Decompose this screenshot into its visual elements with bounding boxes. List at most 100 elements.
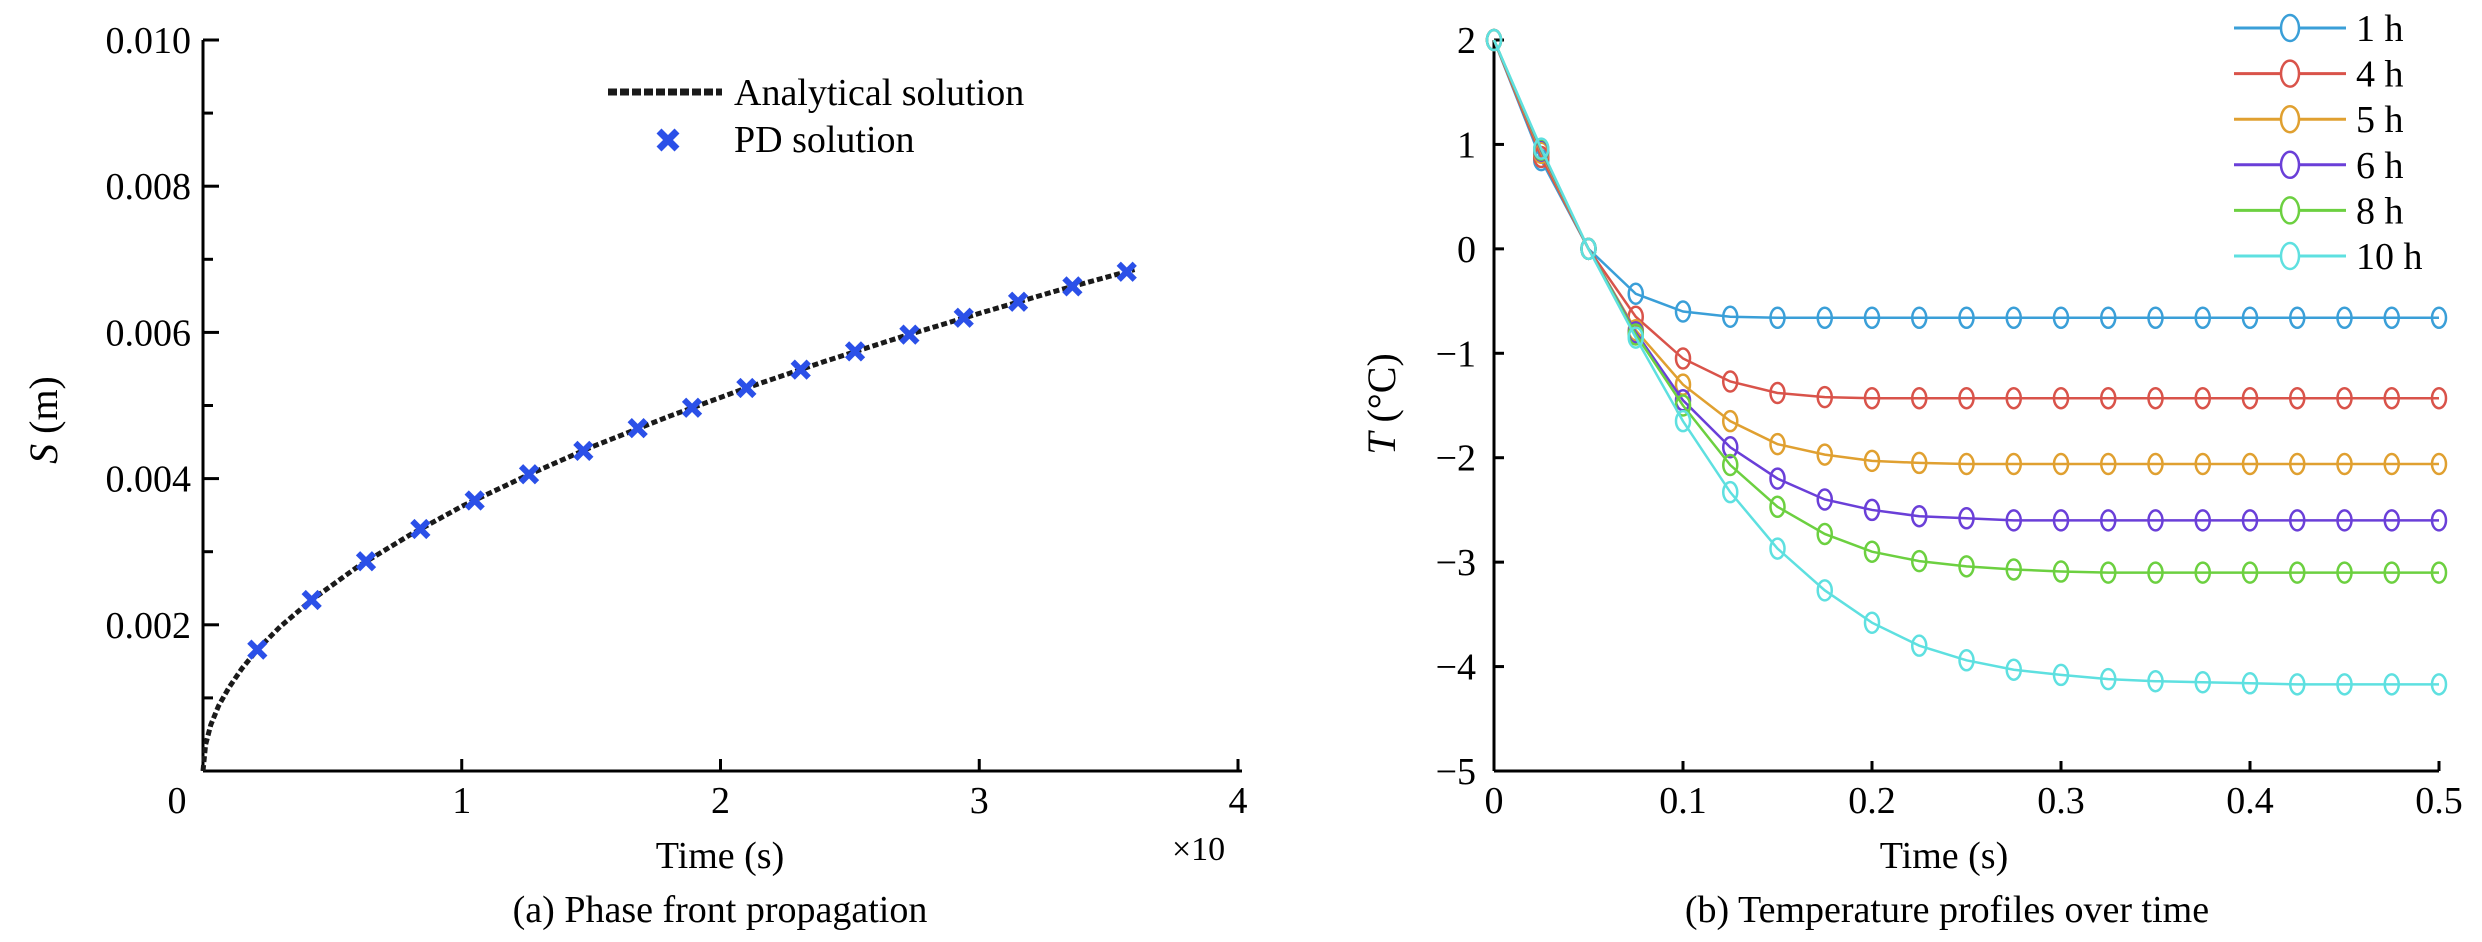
x-tick-label: 0 (1485, 780, 1504, 822)
x-tick-label: 0.4 (2226, 780, 2274, 822)
data-point-marker (2147, 452, 2164, 476)
pd-solution-marker (736, 377, 757, 399)
y-axis-label: S (m) (21, 376, 66, 464)
data-point-marker (2336, 386, 2353, 410)
pd-solution-marker (410, 518, 431, 540)
legend-pd-label: PD solution (734, 119, 915, 161)
y-axis-label-var: T (1359, 430, 1404, 455)
data-point-marker (2383, 386, 2400, 410)
data-point-marker (2383, 306, 2400, 330)
data-point-marker (2241, 672, 2259, 695)
series-4h (1485, 28, 2448, 410)
series-line (1492, 39, 2439, 320)
y-tick-label: −2 (1436, 438, 1476, 480)
data-point-marker (1911, 386, 1928, 410)
data-point-marker (2336, 452, 2353, 476)
data-point-marker (2052, 386, 2070, 410)
data-point-marker (2430, 452, 2448, 476)
data-point-marker (2005, 558, 2022, 581)
data-point-marker (1722, 409, 1739, 433)
data-point-marker (1863, 611, 1881, 634)
pd-solution-marker (573, 440, 594, 461)
x-multiplier: ×10 (1172, 831, 1225, 868)
legend-pd-swatch (656, 128, 680, 152)
data-point-marker (1769, 495, 1786, 519)
data-point-marker (2289, 386, 2306, 410)
data-point-marker (1722, 305, 1739, 328)
data-point-marker (2052, 560, 2070, 583)
data-point-marker (1911, 549, 1928, 573)
x-tick-label: 3 (970, 780, 989, 822)
data-point-marker (2147, 386, 2164, 410)
data-point-marker (2100, 452, 2117, 476)
data-point-marker (1769, 537, 1786, 560)
pd-solution-marker (681, 397, 703, 418)
y-tick-label: −4 (1436, 647, 1476, 689)
data-point-marker (2430, 386, 2448, 410)
y-tick-label: 1 (1457, 124, 1476, 166)
data-point-marker (2430, 673, 2448, 696)
data-point-marker (2100, 509, 2117, 532)
data-point-marker (2289, 452, 2306, 476)
series-line (1492, 39, 2439, 466)
data-point-marker (2383, 673, 2400, 696)
data-point-marker (1911, 504, 1928, 528)
x-axis-label: Time (s) (1880, 835, 2008, 877)
data-point-marker (2005, 386, 2022, 410)
pd-solution-marker (464, 490, 485, 511)
data-point-marker (1958, 452, 1975, 476)
data-point-marker (2194, 386, 2211, 410)
data-point-marker (1816, 579, 1833, 602)
legend-label: 5 h (2356, 99, 2404, 141)
data-point-marker (2336, 509, 2353, 532)
legend-label: 6 h (2356, 145, 2404, 187)
data-point-marker (1674, 394, 1692, 417)
y-axis-label-unit: (°C) (1359, 353, 1404, 432)
y-tick-label: 0.002 (106, 605, 192, 647)
y-tick-label: −3 (1436, 542, 1476, 584)
data-point-marker (2336, 561, 2353, 584)
data-point-marker (1958, 649, 1975, 672)
data-point-marker (1674, 300, 1692, 323)
data-point-marker (1769, 306, 1786, 330)
data-point-marker (1769, 432, 1786, 456)
data-point-marker (2052, 663, 2070, 687)
legend-swatch-marker (2279, 241, 2301, 271)
data-point-marker (1722, 453, 1739, 477)
x-tick-label: 0.5 (2415, 780, 2463, 822)
data-point-marker (2336, 673, 2353, 696)
legend-label: 10 h (2356, 236, 2423, 278)
legend-label: 8 h (2356, 190, 2404, 232)
data-point-marker (1958, 386, 1975, 410)
data-point-marker (1816, 443, 1833, 466)
legend-swatch-marker (2279, 196, 2301, 225)
data-point-marker (2194, 509, 2211, 532)
x-tick-label: 4 (1229, 780, 1248, 822)
data-point-marker (2383, 452, 2400, 476)
x-tick-label: 2 (711, 780, 730, 822)
data-point-marker (2383, 561, 2400, 584)
y-tick-label: −5 (1436, 751, 1476, 793)
pd-solution-marker (1062, 276, 1083, 297)
data-point-marker (2241, 452, 2259, 476)
data-point-marker (2383, 509, 2400, 532)
pd-solution-marker (1116, 261, 1137, 282)
pd-solution-marker (790, 359, 811, 380)
data-point-marker (1627, 282, 1644, 306)
pd-solution-marker (301, 589, 322, 611)
data-point-marker (2289, 509, 2306, 532)
data-point-marker (2336, 306, 2353, 330)
y-tick-label: −1 (1436, 333, 1476, 375)
y-tick-label: 0.006 (106, 312, 192, 354)
pd-solution-marker (844, 341, 866, 362)
data-point-marker (2241, 386, 2259, 410)
series-line (1492, 39, 2439, 400)
series-line (1492, 39, 2439, 522)
y-axis-label-var: S (21, 444, 66, 464)
y-tick-label: 0.008 (106, 166, 192, 208)
data-point-marker (1911, 634, 1928, 657)
data-point-marker (1911, 451, 1928, 475)
pd-solution-marker (247, 639, 268, 660)
pd-solution-marker (953, 307, 974, 328)
